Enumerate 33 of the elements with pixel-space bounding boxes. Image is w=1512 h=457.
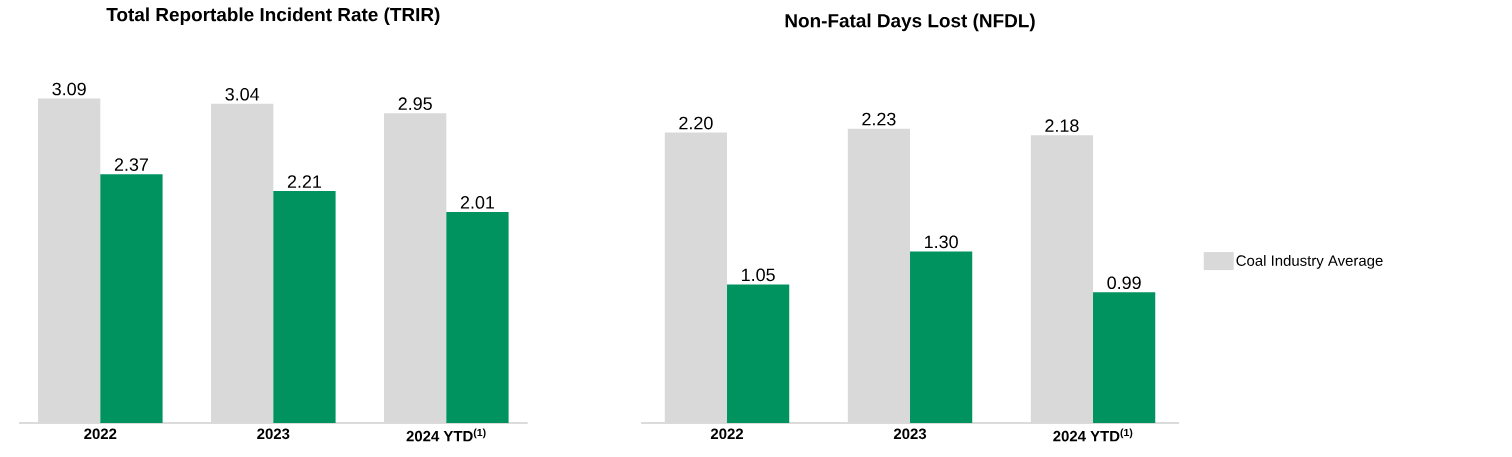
x-tick-label: 2023 [257, 428, 290, 440]
data-label: 2.95 [398, 97, 432, 111]
x-tick-label: 2022 [710, 428, 744, 440]
data-label: 1.05 [742, 268, 775, 282]
x-tick-label: 2024 YTD$^{(1)}$ [406, 428, 486, 442]
bar [273, 190, 336, 423]
data-label: 3.09 [52, 82, 86, 96]
x-tick-label: 2023 [893, 428, 927, 440]
chart-title: Non-Fatal Days Lost (NFDL) [785, 13, 1035, 32]
data-label: 2.37 [114, 158, 148, 171]
x-tick-label: 2022 [84, 428, 117, 440]
bar [910, 251, 973, 423]
bar [446, 211, 509, 423]
bar [384, 113, 447, 423]
bar [727, 284, 790, 423]
bar [664, 132, 728, 423]
bar [100, 174, 163, 423]
data-label: 2.21 [287, 175, 322, 188]
x-tick-label: 2024 YTD$^{(1)}$ [1053, 428, 1133, 442]
data-label: 3.04 [225, 87, 260, 101]
bar [1030, 135, 1094, 423]
data-label: 1.30 [925, 235, 958, 249]
data-label: 2.20 [679, 116, 713, 130]
data-label: 2.18 [1045, 119, 1079, 133]
data-label: 2.23 [862, 112, 896, 126]
bar [1093, 292, 1156, 423]
bar [847, 128, 911, 423]
data-label: 0.99 [1107, 276, 1141, 290]
chart-title: Total Reportable Incident Rate (TRIR) [106, 7, 440, 26]
legend-label: Coal Industry Average [1236, 254, 1383, 269]
bar [38, 98, 101, 423]
data-label: 2.01 [460, 196, 495, 209]
bar [211, 103, 274, 423]
